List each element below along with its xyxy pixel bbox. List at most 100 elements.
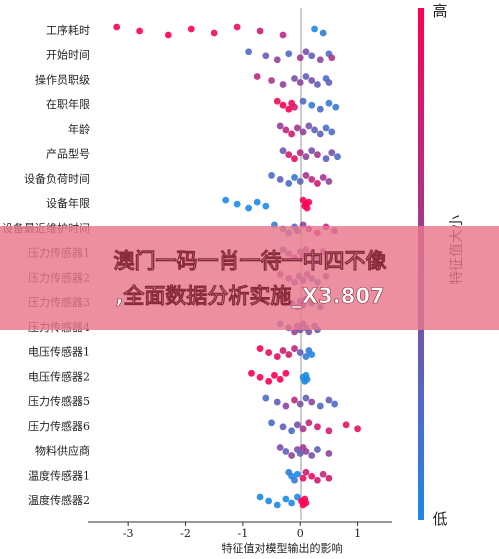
point (291, 328, 298, 336)
point (291, 103, 298, 111)
point (256, 27, 264, 35)
y-tick-label: 工序耗时 (46, 23, 90, 37)
point (262, 52, 270, 60)
point (325, 79, 333, 86)
point (253, 198, 261, 206)
point (262, 202, 270, 210)
point (316, 130, 324, 138)
point (308, 52, 316, 60)
point (334, 153, 341, 161)
point (291, 476, 298, 484)
point (271, 371, 278, 379)
point (265, 377, 273, 385)
x-tick-label: -3 (123, 527, 134, 540)
y-tick-label: 电压传感器1 (28, 346, 90, 359)
point (322, 124, 330, 132)
point (325, 474, 333, 482)
point (273, 501, 281, 509)
point (296, 79, 304, 86)
point (314, 151, 321, 159)
point (285, 105, 293, 113)
point (276, 375, 284, 383)
y-tick-label: 设备负荷时间 (24, 171, 90, 185)
point (316, 105, 324, 113)
point (308, 351, 316, 358)
point (245, 204, 253, 212)
point (325, 99, 333, 107)
point (265, 497, 273, 505)
colorbar-high: 高 (432, 2, 447, 20)
point (302, 468, 310, 476)
point (273, 353, 281, 360)
point (268, 77, 275, 84)
point (288, 499, 296, 507)
banner-line: ,全面数据分析实施_X3.807 (115, 284, 384, 308)
point (305, 328, 313, 336)
point (314, 476, 321, 484)
point (279, 147, 287, 155)
point (276, 444, 284, 451)
point (256, 345, 264, 352)
point (273, 56, 281, 64)
point (303, 375, 311, 383)
point (314, 446, 321, 453)
point (314, 81, 321, 88)
point (302, 394, 310, 402)
point (332, 103, 340, 111)
point (308, 147, 316, 155)
point (302, 48, 310, 56)
point (136, 27, 144, 35)
point (308, 77, 316, 84)
y-tick-label: 产品型号 (46, 147, 90, 161)
point (276, 122, 284, 130)
point (302, 73, 310, 80)
y-tick-label: 压力传感器5 (28, 395, 90, 408)
point (248, 369, 255, 377)
point (328, 149, 336, 157)
point (308, 398, 316, 406)
point (296, 54, 304, 62)
point (293, 421, 301, 429)
point (305, 419, 313, 427)
point (210, 29, 218, 37)
point (291, 75, 298, 82)
point (308, 452, 316, 459)
x-axis-label: 特征值对模型输出的影响 (222, 541, 343, 555)
point (319, 174, 327, 181)
point (296, 178, 304, 185)
point (233, 23, 241, 31)
point (319, 470, 327, 478)
point (293, 124, 301, 132)
point (325, 178, 333, 185)
point (279, 347, 287, 354)
point (262, 394, 270, 402)
y-tick-label: 开始时间 (46, 48, 90, 62)
point (233, 200, 241, 208)
point (276, 176, 284, 183)
point (113, 23, 121, 31)
point (342, 421, 350, 429)
x-tick-label: 0 (297, 527, 304, 540)
banner-line: 澳门一码一肖一待一中四不像 (114, 249, 388, 273)
point (308, 101, 316, 109)
point (288, 452, 296, 459)
point (302, 353, 310, 360)
point (279, 81, 287, 88)
point (288, 130, 296, 138)
y-tick-label: 压力传感器6 (28, 420, 90, 433)
point (301, 202, 309, 210)
point (187, 25, 195, 33)
point (296, 400, 304, 408)
point (325, 427, 333, 435)
y-tick-label: 温度传感器1 (28, 468, 90, 482)
point (256, 493, 264, 501)
point (354, 425, 361, 433)
point (296, 149, 304, 157)
x-tick-label: -1 (238, 527, 249, 540)
point (296, 349, 304, 356)
point (299, 474, 307, 482)
y-tick-label: 设备年限 (46, 196, 90, 210)
point (273, 398, 281, 406)
y-tick-label: 物料供应商 (35, 444, 90, 458)
point (222, 196, 230, 204)
